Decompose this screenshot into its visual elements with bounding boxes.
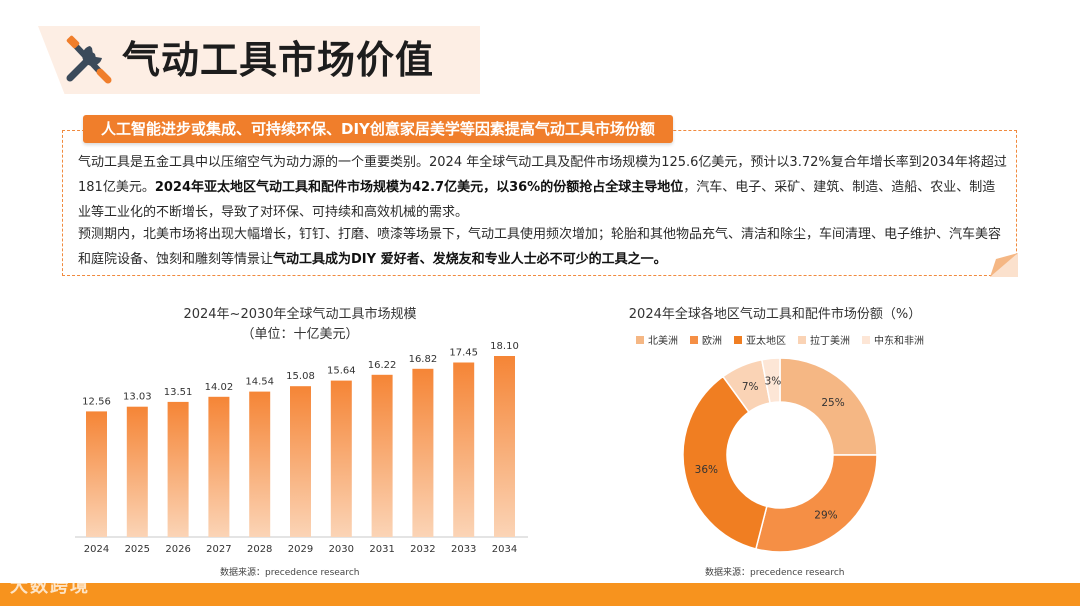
bar-value-label: 16.82 — [409, 354, 438, 365]
bar-chart-title-line: 2024年~2030年全球气动工具市场规模 — [183, 307, 417, 322]
bar-value-label: 15.08 — [286, 371, 315, 382]
donut-value-label: 36% — [695, 464, 718, 476]
headline-tag: 人工智能进步或集成、可持续环保、DIY创意家居美学等因素提高气动工具市场份额 — [83, 115, 673, 143]
x-tick-label: 2031 — [369, 544, 394, 555]
bar-chart-source: 数据来源：precedence research — [220, 568, 360, 578]
bar-2025 — [126, 406, 148, 537]
bar-value-label: 13.51 — [164, 387, 193, 398]
donut-slice-3 — [682, 375, 768, 550]
bar-value-label: 14.02 — [205, 382, 234, 393]
donut-value-label: 7% — [742, 381, 759, 393]
pie-chart-title: 2024年全球各地区气动工具和配件市场份额（%） — [628, 307, 922, 322]
x-tick-label: 2030 — [329, 544, 354, 555]
legend-swatch — [734, 335, 742, 344]
bar-2034 — [494, 356, 515, 537]
bar-2026 — [167, 401, 189, 537]
donut-slice-2 — [754, 454, 878, 553]
page-title: 气动工具市场价值 — [122, 38, 435, 82]
legend-label: 中东和非洲 — [874, 336, 924, 347]
paragraph-1: 气动工具是五金工具中以压缩空气为动力源的一个重要类别。2024 年全球气动工具及… — [78, 155, 1007, 220]
bar-value-label: 15.64 — [327, 366, 356, 377]
bar-value-label: 12.56 — [82, 396, 111, 407]
bottom-bar — [0, 583, 1080, 606]
x-tick-label: 2026 — [165, 544, 190, 555]
legend-item: 中东和非洲 — [862, 332, 924, 347]
legend-label: 亚太地区 — [746, 336, 786, 347]
x-tick-label: 2029 — [288, 544, 313, 555]
legend-item: 亚太地区 — [734, 332, 786, 347]
bar-chart: 12.56 2024 13.03 2025 13.51 2026 14.02 2027 14.5… — [75, 341, 528, 555]
legend-swatch — [862, 335, 870, 344]
pie-legend: 北美洲 欧洲 亚太地区 拉丁美洲 中东和非洲 — [636, 332, 924, 347]
brand-logo: 大数跨境 — [10, 576, 90, 597]
legend-label: 欧洲 — [702, 336, 722, 347]
x-tick-label: 2024 — [84, 544, 109, 555]
donut-value-label: 29% — [814, 509, 837, 521]
bar-chart-subtitle: （单位：十亿美元） — [241, 327, 359, 342]
bar-value-label: 18.10 — [490, 341, 519, 352]
tools-icon — [66, 35, 112, 84]
legend-label: 北美洲 — [648, 336, 678, 347]
legend-item: 北美洲 — [636, 332, 678, 347]
legend-swatch — [798, 335, 806, 344]
donut-slice-5 — [760, 357, 781, 404]
donut-value-label: 3% — [765, 375, 782, 387]
bar-2027 — [208, 396, 230, 537]
bar-value-label: 17.45 — [449, 348, 478, 359]
x-tick-label: 2028 — [247, 544, 272, 555]
bar-2028 — [249, 391, 271, 537]
bar-2030 — [330, 380, 352, 537]
legend-label: 拉丁美洲 — [810, 336, 850, 347]
x-tick-label: 2033 — [451, 544, 476, 555]
title-band — [38, 26, 480, 94]
bar-value-label: 14.54 — [245, 377, 274, 388]
page-fold-decoration — [990, 253, 1018, 277]
legend-swatch — [690, 335, 698, 344]
donut-chart: 25% 29% 36% 7% 3% — [682, 357, 878, 553]
bar-chart-title: 2024年~2030年全球气动工具市场规模 （单位：十亿美元） — [160, 305, 440, 345]
donut-value-label: 25% — [821, 397, 844, 409]
bar-2029 — [290, 386, 311, 537]
donut-slice-1 — [779, 357, 878, 456]
x-tick-label: 2025 — [125, 544, 150, 555]
x-tick-label: 2027 — [206, 544, 231, 555]
summary-box — [62, 130, 1017, 276]
bar-2031 — [371, 374, 393, 537]
paragraph-2: 预测期内，北美市场将出现大幅增长，钉钉、打磨、喷漆等场景下，气动工具使用频次增加… — [78, 227, 1002, 267]
x-tick-label: 2032 — [410, 544, 435, 555]
bar-2024 — [86, 411, 107, 537]
bar-value-label: 16.22 — [368, 360, 397, 371]
legend-item: 拉丁美洲 — [798, 332, 850, 347]
pie-chart-source: 数据来源：precedence research — [705, 568, 845, 578]
x-tick-label: 2034 — [492, 544, 517, 555]
legend-swatch — [636, 335, 644, 344]
bar-2032 — [412, 368, 434, 537]
legend-item: 欧洲 — [690, 332, 722, 347]
bar-2033 — [453, 362, 475, 537]
bar-value-label: 13.03 — [123, 392, 152, 403]
